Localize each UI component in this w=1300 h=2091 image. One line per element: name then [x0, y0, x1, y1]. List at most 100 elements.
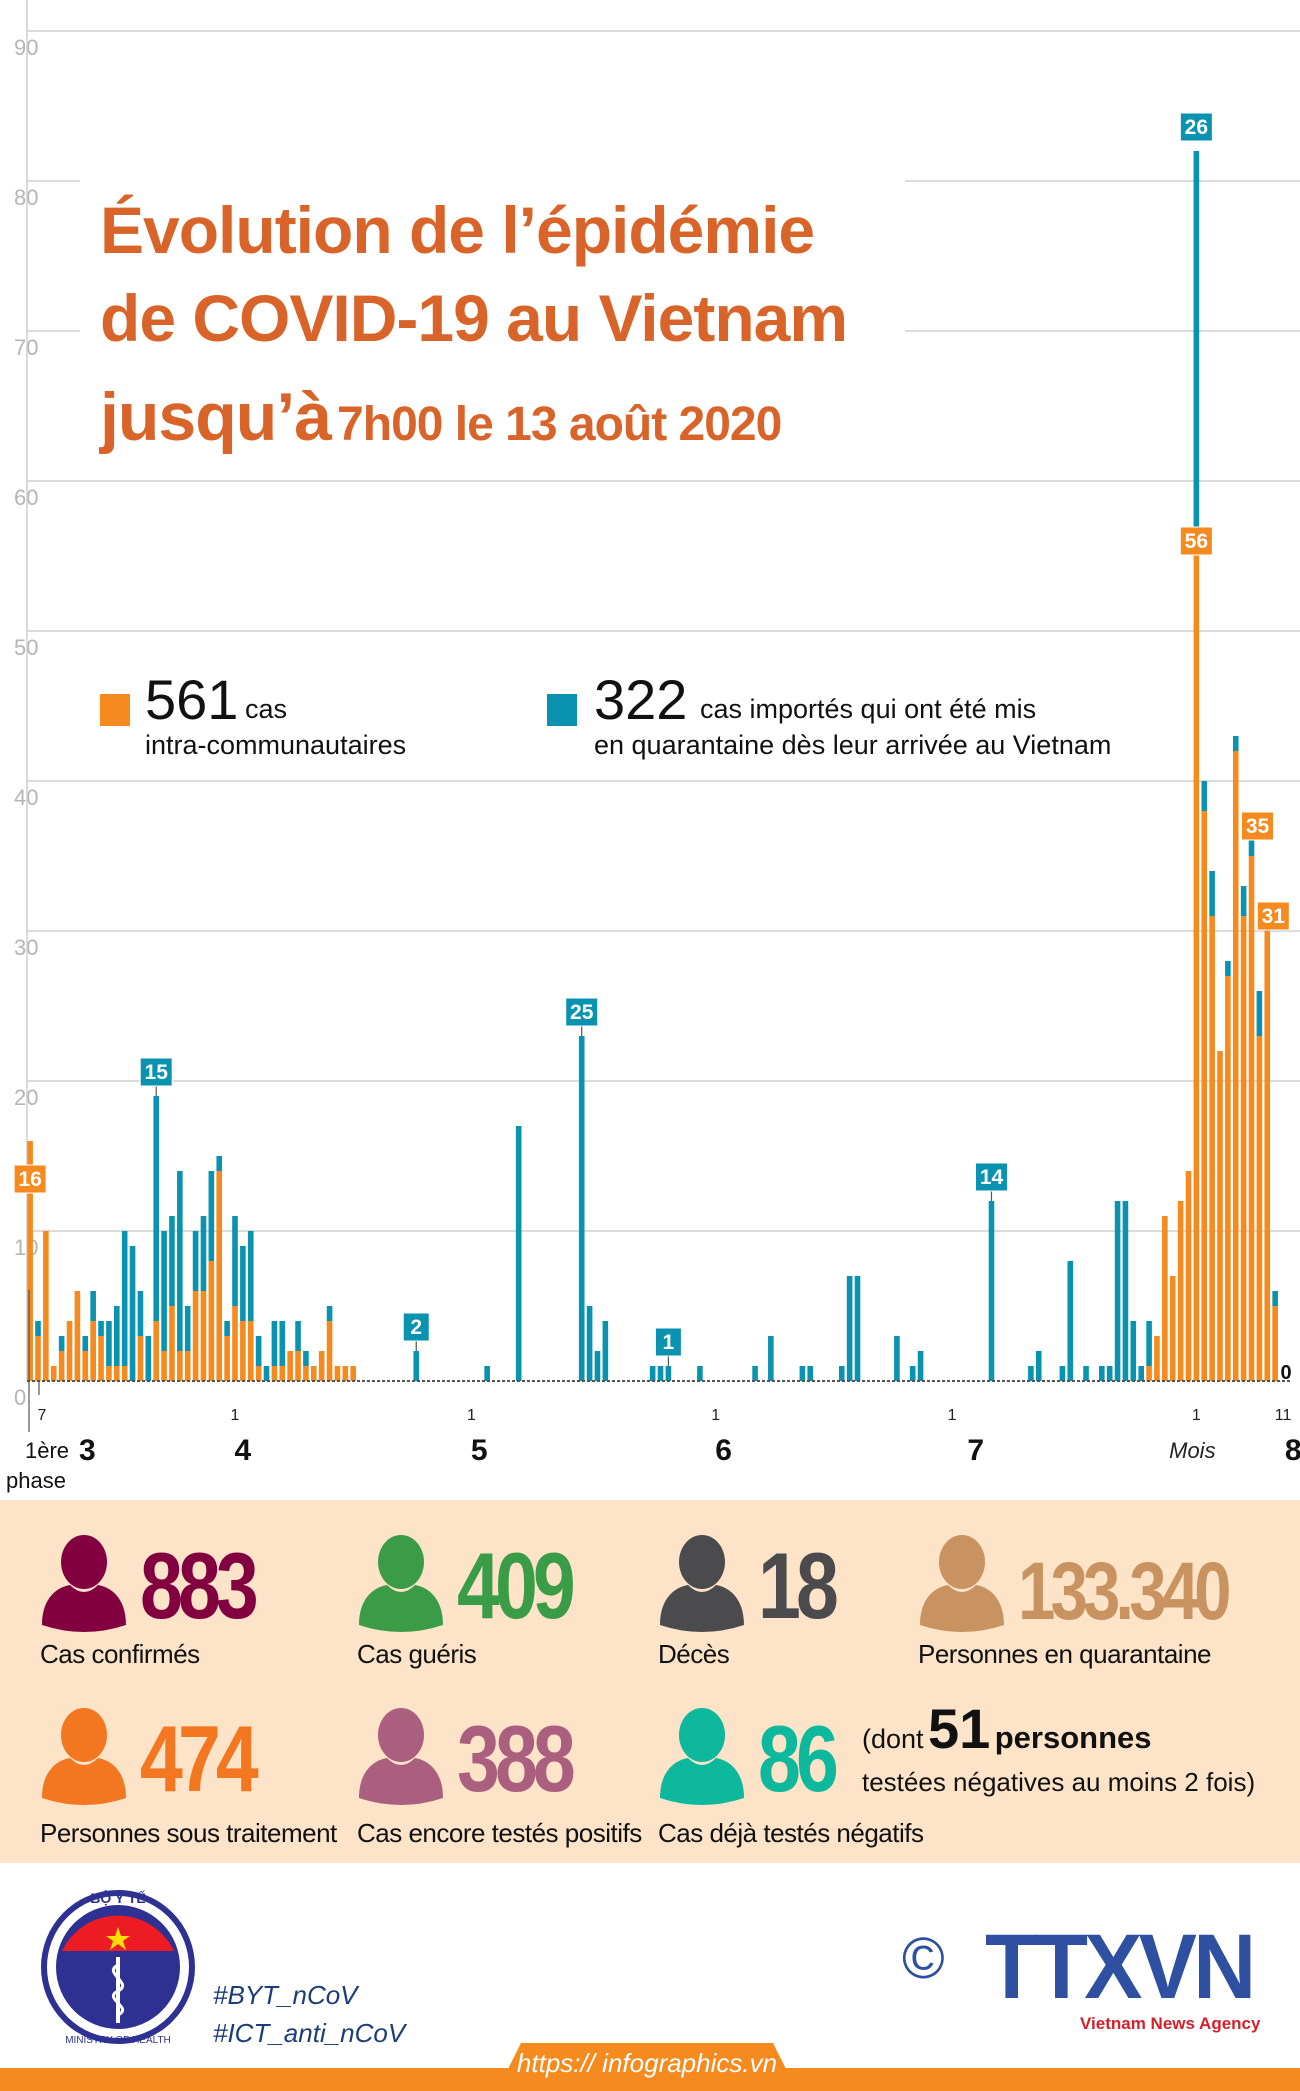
bar-local — [318, 1351, 325, 1381]
bar-local — [295, 1351, 301, 1381]
bar-imported — [279, 1321, 286, 1366]
bar-local — [1240, 916, 1247, 1381]
bar-imported — [177, 1171, 183, 1351]
bar-local — [1256, 1036, 1263, 1381]
y-tick-label: 30 — [14, 935, 38, 960]
bar-imported — [255, 1336, 262, 1366]
ttxvn-logo: TTXVN — [985, 1916, 1256, 2018]
bar-imported — [768, 1336, 774, 1381]
bar-imported — [121, 1231, 128, 1366]
bar-local — [240, 1321, 246, 1381]
hashtag-ict: #ICT_anti_nCoV — [213, 2018, 406, 2048]
bar-imported — [1256, 991, 1263, 1036]
bar-local — [255, 1366, 262, 1381]
bar-imported — [578, 1036, 585, 1381]
bar-imported — [1209, 871, 1215, 916]
x-month-label: 3 — [79, 1434, 96, 1467]
y-tick-label: 40 — [14, 785, 38, 810]
person-icon — [359, 1708, 443, 1805]
stat-value: 883 — [140, 1533, 259, 1638]
bar-imported — [909, 1366, 916, 1381]
bar-imported — [137, 1291, 144, 1336]
stat-value: 86 — [758, 1706, 839, 1811]
bar-imported — [1248, 826, 1255, 856]
data-label: 35 — [1246, 815, 1270, 838]
x-day-tick-label: 7 — [38, 1407, 47, 1424]
note-prefix: (dont — [862, 1724, 924, 1754]
bar-local — [1272, 1306, 1278, 1381]
data-label-box — [974, 1162, 1008, 1192]
bar-imported — [1028, 1366, 1034, 1381]
bar-local — [350, 1366, 356, 1381]
bar-imported — [326, 1306, 333, 1321]
y-tick-label: 80 — [14, 185, 38, 210]
y-tick-label: 20 — [14, 1085, 38, 1110]
bar-local — [216, 1171, 223, 1381]
website-link[interactable]: https:// infographics.vn — [516, 2048, 778, 2078]
bar-local — [279, 1366, 286, 1381]
note-line-2: testées négatives au moins 2 fois) — [862, 1767, 1256, 1797]
bar-imported — [649, 1366, 656, 1381]
bar-imported — [82, 1336, 89, 1351]
legend-local-unit: cas — [245, 694, 288, 724]
bar-local — [50, 1366, 57, 1381]
bar-local — [1232, 751, 1239, 1381]
data-label-box — [402, 1312, 430, 1342]
person-icon — [359, 1535, 443, 1632]
bar-imported — [98, 1321, 104, 1336]
bar-imported — [917, 1351, 924, 1381]
person-icon — [920, 1535, 1004, 1632]
y-tick-label: 60 — [14, 485, 38, 510]
bar-local — [1169, 1276, 1176, 1381]
data-label-box — [654, 1327, 682, 1357]
bar-imported — [90, 1291, 96, 1321]
bar-local — [74, 1291, 81, 1381]
bar-local — [1154, 1336, 1160, 1381]
y-tick-label: 50 — [14, 635, 38, 660]
bar-local — [114, 1366, 120, 1381]
y-tick-label: 70 — [14, 335, 38, 360]
stat-label: Personnes sous traitement — [40, 1818, 337, 1848]
bar-local — [232, 1306, 238, 1381]
bar-imported — [1232, 736, 1239, 751]
bar-imported — [594, 1351, 601, 1381]
note-suffix: personnes — [994, 1720, 1152, 1755]
hashtag-byt: #BYT_nCoV — [213, 1980, 358, 2010]
data-label: 1 — [663, 1331, 675, 1354]
phase-label-line-2: phase — [6, 1468, 66, 1493]
bar-local — [342, 1366, 349, 1381]
bar-imported — [1193, 151, 1200, 541]
bar-local — [271, 1366, 278, 1381]
data-label-box — [139, 1057, 173, 1087]
bar-imported — [114, 1306, 120, 1366]
data-label-box — [13, 1164, 47, 1194]
data-label-box — [1179, 526, 1213, 556]
bar-local — [192, 1291, 199, 1381]
y-tick-label: 10 — [14, 1235, 38, 1260]
bar-local — [153, 1321, 159, 1381]
bar-imported — [161, 1231, 167, 1351]
bar-imported — [602, 1321, 609, 1381]
data-label-box — [565, 997, 599, 1027]
bar-imported — [106, 1321, 112, 1366]
stat-value: 388 — [457, 1706, 576, 1811]
negative-twice-note: (dont 51 personnes — [862, 1700, 1152, 1758]
bar-local — [66, 1321, 73, 1381]
bar-local — [247, 1321, 254, 1381]
x-day-tick-label: 1 — [231, 1407, 240, 1424]
bar-imported — [184, 1306, 191, 1351]
person-icon — [42, 1535, 126, 1632]
x-day-tick-label: 1 — [467, 1407, 476, 1424]
bar-imported — [247, 1231, 254, 1321]
bar-imported — [263, 1366, 270, 1381]
stat-value: 474 — [140, 1706, 259, 1811]
x-month-label: 6 — [715, 1434, 732, 1467]
title-until: jusqu’à — [100, 379, 332, 455]
data-label-box — [1179, 112, 1213, 142]
bar-local — [169, 1306, 175, 1381]
stat-label: Cas déjà testés négatifs — [658, 1818, 924, 1848]
data-label-box — [1241, 811, 1275, 841]
ministry-of-health-logo: BỘ Y TẾ MINISTRY OF HEALTH — [41, 1889, 195, 2045]
bar-local — [43, 1231, 49, 1381]
